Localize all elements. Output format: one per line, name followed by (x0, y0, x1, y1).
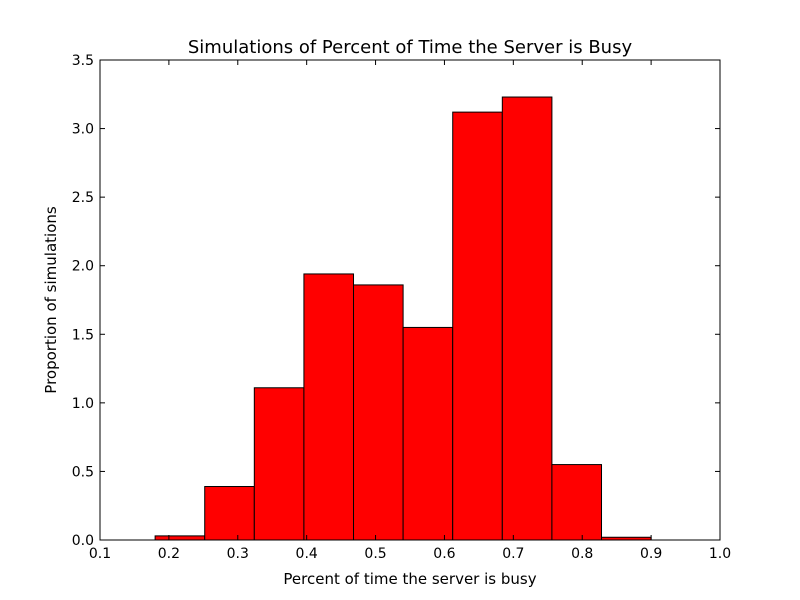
x-tick-label: 0.5 (364, 546, 386, 562)
x-tick-label: 0.1 (89, 546, 111, 562)
x-axis-ticks: 0.1 0.2 0.3 0.4 0.5 0.6 0.7 0.8 0.9 1.0 (89, 60, 731, 562)
chart-title: Simulations of Percent of Time the Serve… (188, 37, 633, 58)
histogram-bar (204, 486, 255, 541)
y-tick-label: 2.5 (72, 190, 94, 206)
histogram-bar (353, 284, 404, 541)
y-axis-label: Proportion of simulations (42, 206, 60, 394)
y-tick-label: 1.0 (72, 396, 94, 412)
x-tick-label: 1.0 (709, 546, 731, 562)
histogram-bar (253, 387, 305, 541)
y-tick-label: 0.0 (72, 533, 94, 549)
plot-area-frame (99, 59, 721, 541)
y-tick-label: 3.0 (72, 122, 94, 138)
y-axis-ticks: 0.0 0.5 1.0 1.5 2.0 2.5 3.0 3.5 (72, 53, 720, 549)
x-tick-label: 0.2 (158, 546, 180, 562)
bars-group (154, 96, 652, 541)
x-tick-label: 0.7 (502, 546, 524, 562)
histogram-bar (501, 96, 553, 541)
x-tick-label: 0.9 (640, 546, 662, 562)
histogram-bar (303, 273, 355, 541)
x-axis-label: Percent of time the server is busy (283, 570, 536, 588)
x-tick-label: 0.6 (433, 546, 455, 562)
y-tick-label: 0.5 (72, 464, 94, 480)
y-tick-label: 2.0 (72, 259, 94, 275)
y-tick-label: 3.5 (72, 53, 94, 69)
x-tick-label: 0.3 (227, 546, 249, 562)
x-tick-label: 0.8 (571, 546, 593, 562)
x-tick-label: 0.4 (296, 546, 318, 562)
y-tick-label: 1.5 (72, 327, 94, 343)
histogram-bar (452, 111, 503, 541)
histogram-bar (154, 535, 206, 541)
histogram-bar (551, 464, 603, 541)
histogram-bar (402, 326, 454, 541)
